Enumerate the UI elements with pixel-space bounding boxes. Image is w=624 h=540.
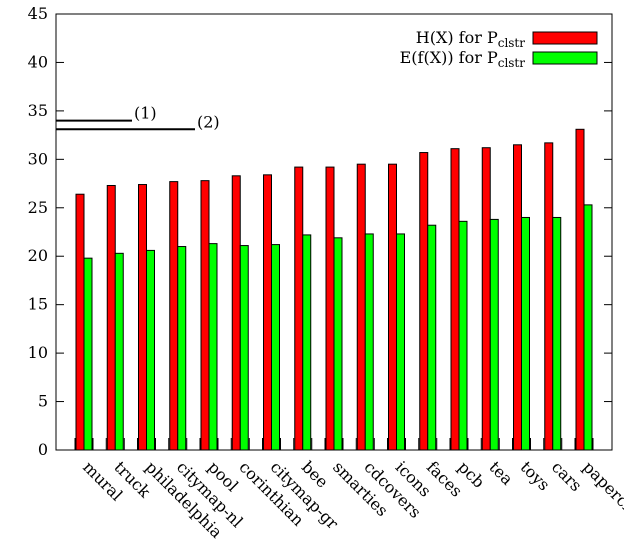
bar-hx — [388, 163, 397, 451]
bar-hx — [325, 166, 335, 451]
y-axis: 0 5 10 15 20 25 30 35 40 45 — [28, 4, 612, 459]
bar-efx — [114, 252, 124, 451]
bar-efx — [83, 257, 93, 451]
y-tick-label: 40 — [28, 52, 48, 71]
bar-efx — [583, 204, 593, 451]
bar-efx — [333, 237, 343, 451]
bar-hx — [481, 147, 491, 451]
bar-efx — [177, 246, 187, 451]
x-axis-labels: muraltruckphiladelphiacitymap-nlpoolcori… — [79, 457, 624, 540]
bar-hx — [200, 180, 210, 451]
category-label: cars — [548, 457, 586, 495]
legend-swatch — [532, 31, 598, 45]
bar-hx — [106, 184, 116, 451]
bar-hx — [263, 174, 272, 451]
y-tick-label: 45 — [28, 4, 48, 23]
annotation-label: (2) — [197, 112, 220, 131]
bar-efx — [552, 216, 562, 451]
bar-hx — [544, 142, 554, 451]
legend-label: E(f(X)) for Pclstr — [400, 48, 526, 70]
bar-hx — [75, 193, 85, 451]
y-tick-label: 0 — [38, 440, 48, 459]
bar-efx — [271, 244, 280, 451]
annotations: (1) (2) — [56, 104, 220, 131]
bar-hx — [450, 148, 460, 451]
y-tick-label: 15 — [28, 295, 48, 314]
bar-hx — [294, 166, 304, 451]
annotation-label: (1) — [134, 104, 157, 123]
category-label: faces — [423, 457, 466, 500]
category-label: paperclips — [579, 457, 624, 530]
y-tick-label: 35 — [28, 101, 48, 120]
bar-efx — [208, 243, 218, 451]
category-label: tea — [485, 457, 517, 489]
bar-efx — [239, 245, 249, 451]
bar-hx — [575, 128, 585, 451]
y-tick-label: 25 — [28, 198, 48, 217]
bar-efx — [427, 224, 437, 451]
bar-hx — [513, 144, 522, 451]
bar-efx — [458, 220, 468, 451]
bar-efx — [489, 218, 499, 451]
bar-efx — [364, 233, 374, 451]
bar-efx — [396, 233, 405, 451]
bar-efx — [302, 234, 312, 451]
bar-efx — [521, 216, 530, 451]
y-tick-label: 20 — [28, 246, 48, 265]
legend-swatch — [532, 51, 598, 65]
bar-hx — [169, 181, 179, 451]
category-label: toys — [517, 457, 554, 494]
bar-hx — [231, 175, 241, 451]
bar-efx — [146, 249, 155, 451]
y-tick-label: 30 — [28, 149, 48, 168]
legend-label: H(X) for Pclstr — [416, 28, 526, 50]
bar-hx — [356, 163, 366, 451]
y-tick-label: 10 — [28, 343, 48, 362]
bars — [74, 128, 594, 451]
bar-hx — [419, 152, 429, 451]
y-tick-label: 5 — [38, 392, 48, 411]
bar-hx — [138, 184, 147, 451]
